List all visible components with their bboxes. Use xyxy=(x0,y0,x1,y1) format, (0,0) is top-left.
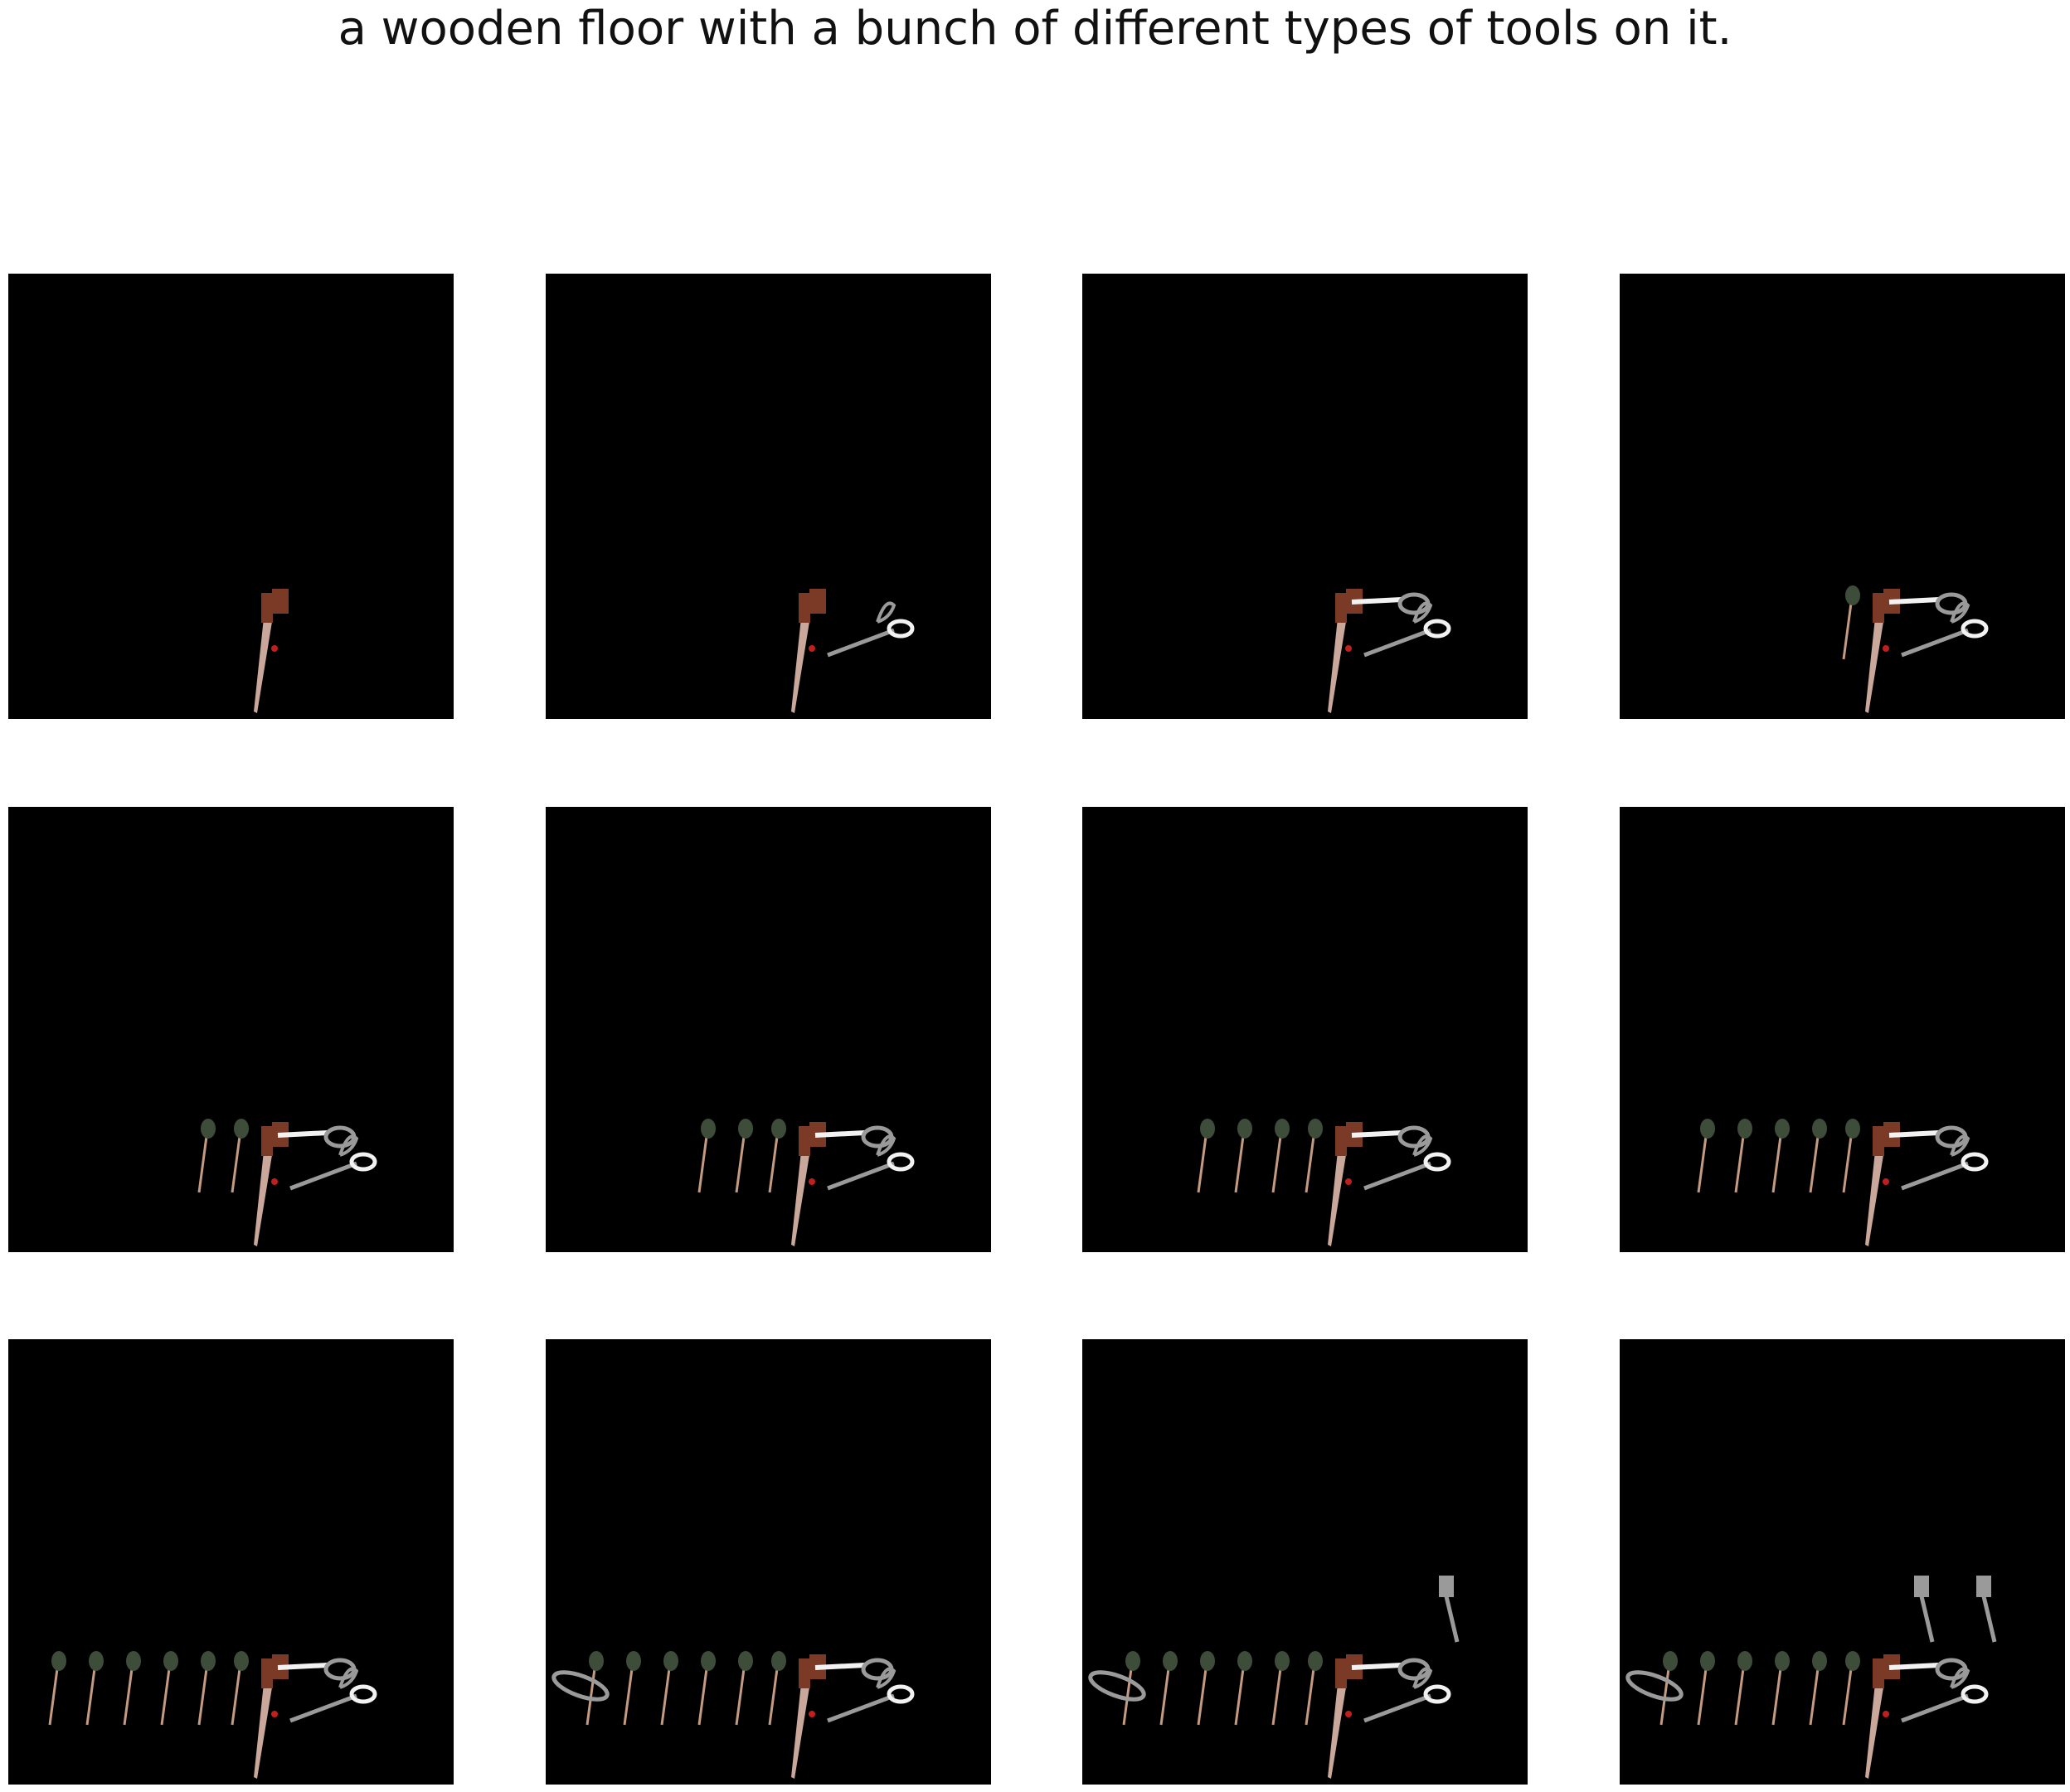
frame-image xyxy=(1620,1339,2065,1785)
brush-icon xyxy=(232,1119,249,1192)
brush-icon xyxy=(1810,1651,1827,1725)
frame-panel xyxy=(1620,274,2065,719)
shears-icon xyxy=(1889,595,1966,613)
shears-icon xyxy=(1352,1128,1428,1146)
brush-icon xyxy=(624,1651,641,1725)
frame-image xyxy=(8,807,454,1252)
shears-icon xyxy=(1889,1128,1966,1146)
brush-icon xyxy=(699,1119,716,1192)
shears-icon xyxy=(815,1660,892,1678)
brush-icon xyxy=(770,1119,786,1192)
brush-icon xyxy=(736,1651,753,1725)
frame-panel xyxy=(8,274,454,719)
brush-icon xyxy=(162,1651,178,1725)
knife-icon xyxy=(254,1122,289,1246)
knife-icon xyxy=(1865,1654,1900,1779)
brush-icon xyxy=(1844,1119,1860,1192)
frame-image xyxy=(546,1339,991,1785)
frame-panel xyxy=(8,1339,454,1785)
frame-image xyxy=(546,807,991,1252)
brush-icon xyxy=(199,1651,216,1725)
frame-panel xyxy=(8,807,454,1252)
scissors-icon xyxy=(828,604,912,656)
brush-icon xyxy=(1273,1119,1290,1192)
pliers-icon xyxy=(1087,1667,1147,1705)
brush-icon xyxy=(50,1651,66,1725)
shears-icon xyxy=(1352,595,1428,613)
frame-panel xyxy=(1082,1339,1528,1785)
brush-icon xyxy=(1698,1119,1715,1192)
brush-icon xyxy=(1773,1119,1790,1192)
brush-icon xyxy=(232,1651,249,1725)
brush-icon xyxy=(1844,585,1860,659)
frame-grid xyxy=(8,274,2063,1785)
shears-icon xyxy=(278,1660,354,1678)
figure-title: a wooden floor with a bunch of different… xyxy=(0,0,2070,58)
knife-icon xyxy=(791,1654,826,1779)
knife-icon xyxy=(791,589,826,713)
frame-image xyxy=(1082,1339,1528,1785)
brush-icon xyxy=(1198,1651,1215,1725)
knife-icon xyxy=(791,1122,826,1246)
clamp-icon xyxy=(1439,1576,1457,1642)
frame-image xyxy=(546,274,991,719)
brush-icon xyxy=(1773,1651,1790,1725)
brush-icon xyxy=(1236,1119,1252,1192)
brush-icon xyxy=(199,1119,216,1192)
brush-icon xyxy=(1736,1119,1752,1192)
brush-icon xyxy=(662,1651,678,1725)
pliers-icon xyxy=(1625,1667,1684,1705)
brush-icon xyxy=(1736,1651,1752,1725)
frame-panel xyxy=(1082,807,1528,1252)
brush-icon xyxy=(1273,1651,1290,1725)
frame-image xyxy=(8,274,454,719)
frame-panel xyxy=(1620,807,2065,1252)
frame-panel xyxy=(546,1339,991,1785)
pliers-icon xyxy=(551,1667,610,1705)
brush-icon xyxy=(1306,1651,1323,1725)
knife-icon xyxy=(1328,589,1363,713)
knife-icon xyxy=(254,1654,289,1779)
brush-icon xyxy=(1236,1651,1252,1725)
brush-icon xyxy=(1306,1119,1323,1192)
frame-image xyxy=(1082,274,1528,719)
clamp-icon xyxy=(1914,1576,1932,1642)
brush-icon xyxy=(736,1119,753,1192)
frame-image xyxy=(1620,807,2065,1252)
shears-icon xyxy=(1889,1660,1966,1678)
frame-image xyxy=(1082,807,1528,1252)
shears-icon xyxy=(1352,1660,1428,1678)
brush-icon xyxy=(1844,1651,1860,1725)
brush-icon xyxy=(1161,1651,1178,1725)
brush-icon xyxy=(770,1651,786,1725)
brush-icon xyxy=(1198,1119,1215,1192)
brush-icon xyxy=(1698,1651,1715,1725)
brush-icon xyxy=(124,1651,141,1725)
brush-icon xyxy=(87,1651,104,1725)
brush-icon xyxy=(1810,1119,1827,1192)
frame-panel xyxy=(546,274,991,719)
knife-icon xyxy=(1328,1122,1363,1246)
shears-icon xyxy=(815,1128,892,1146)
frame-image xyxy=(1620,274,2065,719)
knife-icon xyxy=(1865,589,1900,713)
knife-icon xyxy=(254,589,289,713)
knife-icon xyxy=(1328,1654,1363,1779)
brush-icon xyxy=(699,1651,716,1725)
clamp-icon xyxy=(1976,1576,1995,1642)
frame-panel xyxy=(546,807,991,1252)
frame-panel xyxy=(1620,1339,2065,1785)
shears-icon xyxy=(278,1128,354,1146)
frame-panel xyxy=(1082,274,1528,719)
knife-icon xyxy=(1865,1122,1900,1246)
frame-image xyxy=(8,1339,454,1785)
